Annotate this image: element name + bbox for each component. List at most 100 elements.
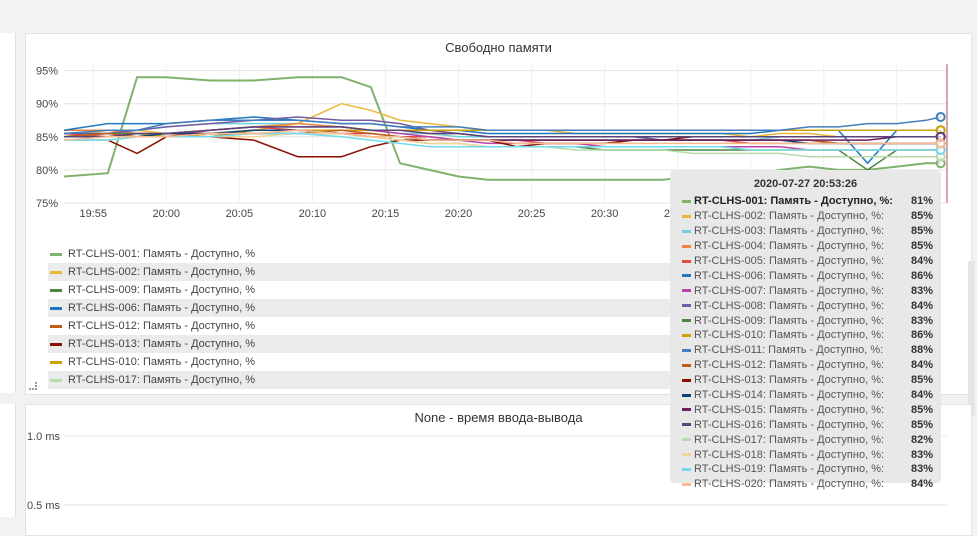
tooltip-row: RT-CLHS-012: Память - Доступно, %: 84%: [670, 358, 941, 373]
legend-label[interactable]: RT-CLHS-010: Память - Доступно, %: [68, 356, 255, 368]
series-line[interactable]: [63, 76, 941, 181]
tooltip-swatch: [682, 304, 691, 308]
tooltip-label: RT-CLHS-010: Память - Доступно, %:: [694, 329, 885, 342]
x-tick-label: 20:15: [372, 208, 400, 220]
legend-item[interactable]: RT-CLHS-006: Память - Доступно, %: [48, 299, 708, 317]
legend-item[interactable]: RT-CLHS-013: Память - Доступно, %: [48, 335, 708, 353]
tooltip-label: RT-CLHS-019: Память - Доступно, %:: [694, 463, 885, 476]
hover-point: [935, 138, 946, 149]
left-panel-edge: [0, 33, 16, 393]
tooltip-row: RT-CLHS-003: Память - Доступно, %: 85%: [670, 224, 941, 239]
tooltip-row: RT-CLHS-013: Память - Доступно, %: 85%: [670, 373, 941, 388]
panel-title[interactable]: Свободно памяти: [445, 40, 552, 55]
legend-label[interactable]: RT-CLHS-012: Память - Доступно, %: [68, 320, 255, 332]
legend-scrollbar[interactable]: [968, 261, 975, 416]
panel-title[interactable]: None - время ввода-вывода: [414, 410, 583, 425]
tooltip-swatch: [682, 423, 691, 427]
y-tick-label: 95%: [36, 66, 58, 78]
memory-chart[interactable]: 75% 80% 85% 90% 95% 19:55 20:00 20:05 20:10 20:15…: [26, 34, 971, 234]
tooltip-swatch: [682, 333, 691, 337]
tooltip-row: RT-CLHS-001: Память - Доступно, %: 81%: [670, 194, 941, 209]
tooltip-label: RT-CLHS-011: Память - Доступно, %:: [694, 344, 884, 357]
tooltip-row: RT-CLHS-010: Память - Доступно, %: 86%: [670, 328, 941, 343]
legend-label[interactable]: RT-CLHS-017: Память - Доступно, %: [68, 374, 255, 386]
tooltip-swatch: [682, 393, 691, 397]
tooltip-value: 86%: [910, 329, 933, 342]
legend-item[interactable]: RT-CLHS-002: Память - Доступно, %: [48, 263, 708, 281]
tooltip-label: RT-CLHS-008: Память - Доступно, %:: [694, 299, 885, 312]
tooltip-row: RT-CLHS-006: Память - Доступно, %: 86%: [670, 268, 941, 283]
y-tick-label: 75%: [36, 198, 58, 210]
tooltip-time: 2020-07-27 20:53:26: [753, 178, 858, 190]
legend-swatch: [50, 378, 62, 382]
tooltip-row: RT-CLHS-005: Память - Доступно, %: 84%: [670, 254, 941, 269]
tooltip-row: RT-CLHS-016: Память - Доступно, %: 85%: [670, 417, 941, 432]
legend-label[interactable]: RT-CLHS-002: Память - Доступно, %: [68, 266, 255, 278]
x-tick-label: 19:55: [79, 208, 107, 220]
tooltip-swatch: [682, 289, 691, 293]
legend-swatch: [50, 288, 62, 292]
tooltip-row: RT-CLHS-017: Память - Доступно, %: 82%: [670, 432, 941, 447]
resize-handle-icon[interactable]: [29, 382, 37, 390]
tooltip-label: RT-CLHS-002: Память - Доступно, %:: [694, 210, 885, 223]
legend-swatch: [50, 306, 62, 310]
tooltip-swatch: [682, 199, 691, 203]
legend-swatch: [50, 252, 62, 256]
tooltip-swatch: [682, 482, 691, 486]
legend-label[interactable]: RT-CLHS-009: Память - Доступно, %: [68, 284, 255, 296]
tooltip-value: 84%: [910, 389, 933, 402]
legend-swatch: [50, 342, 62, 346]
legend-item[interactable]: RT-CLHS-012: Память - Доступно, %: [48, 317, 708, 335]
legend-item[interactable]: RT-CLHS-009: Память - Доступно, %: [48, 281, 708, 299]
series-line[interactable]: [64, 132, 941, 151]
x-tick-label: 20:00: [153, 208, 181, 220]
tooltip-swatch: [682, 229, 691, 233]
tooltip-value: 84%: [910, 255, 933, 267]
tooltip-row: RT-CLHS-009: Память - Доступно, %: 83%: [670, 313, 941, 328]
legend-item[interactable]: RT-CLHS-001: Память - Доступно, %: [48, 245, 708, 263]
x-tick-label: 20:25: [518, 208, 546, 220]
legend-swatch: [50, 360, 62, 364]
tooltip-value: 84%: [910, 359, 933, 372]
tooltip-value: 86%: [910, 269, 933, 282]
tooltip-value: 83%: [910, 448, 933, 461]
tooltip-row: RT-CLHS-019: Память - Доступно, %: 83%: [670, 462, 941, 477]
legend-label[interactable]: RT-CLHS-001: Память - Доступно, %: [68, 248, 255, 260]
tooltip-swatch: [682, 214, 691, 218]
legend-label[interactable]: RT-CLHS-013: Память - Доступно, %: [68, 338, 255, 350]
y-tick-label: 80%: [36, 165, 58, 177]
tooltip-value: 84%: [910, 478, 933, 491]
tooltip-label: RT-CLHS-017: Память - Доступно, %:: [694, 433, 885, 446]
tooltip-value: 88%: [910, 344, 933, 357]
tooltip-label: RT-CLHS-009: Память - Доступно, %:: [694, 314, 885, 327]
legend-item[interactable]: RT-CLHS-017: Память - Доступно, %: [48, 371, 708, 389]
tooltip-swatch: [682, 274, 691, 278]
tooltip-row: RT-CLHS-015: Память - Доступно, %: 85%: [670, 402, 941, 417]
y-tick-label: 85%: [36, 132, 58, 144]
y-tick-label: 0.5 ms: [27, 500, 61, 512]
hover-tooltip: 2020-07-27 20:53:26 RT-CLHS-001: Память …: [670, 170, 941, 490]
tooltip-label: RT-CLHS-005: Память - Доступно, %:: [694, 255, 885, 267]
tooltip-swatch: [682, 467, 691, 471]
hover-point: [935, 111, 946, 122]
tooltip-label: RT-CLHS-015: Память - Доступно, %:: [694, 403, 885, 416]
tooltip-swatch: [682, 363, 691, 367]
tooltip-label: RT-CLHS-014: Память - Доступно, %:: [694, 389, 885, 402]
tooltip-row: RT-CLHS-002: Память - Доступно, %: 85%: [670, 209, 941, 224]
legend-item[interactable]: RT-CLHS-010: Память - Доступно, %: [48, 353, 708, 371]
tooltip-swatch: [682, 438, 691, 442]
series-line[interactable]: [64, 126, 941, 138]
tooltip-value: 85%: [910, 225, 933, 238]
tooltip-row: RT-CLHS-011: Память - Доступно, %: 88%: [670, 343, 941, 358]
series-line[interactable]: [63, 116, 941, 135]
tooltip-value: 84%: [910, 299, 933, 312]
legend-swatch: [50, 324, 62, 328]
series-line[interactable]: [63, 129, 941, 145]
tooltip-row: RT-CLHS-018: Память - Доступно, %: 83%: [670, 447, 941, 462]
tooltip-label: RT-CLHS-016: Память - Доступно, %:: [694, 418, 885, 431]
tooltip-value: 85%: [910, 210, 933, 223]
legend-label[interactable]: RT-CLHS-006: Память - Доступно, %: [68, 302, 255, 314]
tooltip-value: 85%: [910, 418, 933, 431]
tooltip-value: 85%: [910, 403, 933, 416]
y-tick-label: 90%: [36, 99, 58, 111]
